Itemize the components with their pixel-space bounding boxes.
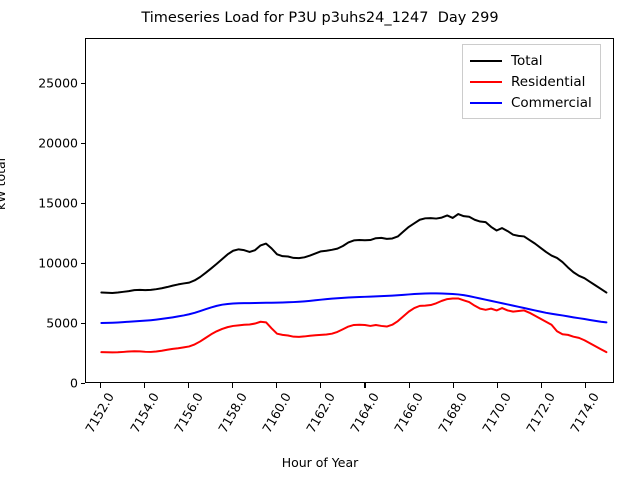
x-tick-mark	[452, 383, 454, 388]
y-tick-mark	[80, 82, 85, 84]
x-tick-mark	[364, 383, 366, 388]
legend-item-commercial[interactable]: Commercial	[470, 92, 592, 113]
legend-swatch-total	[470, 59, 502, 62]
y-tick-mark	[80, 202, 85, 204]
legend-label: Residential	[511, 73, 586, 90]
legend-swatch-residential	[470, 80, 502, 83]
x-tick-mark	[232, 383, 234, 388]
y-tick-mark	[80, 382, 85, 384]
y-tick-label: 10000	[38, 255, 78, 271]
x-tick-mark	[496, 383, 498, 388]
y-tick-label: 0	[70, 375, 78, 391]
x-tick-mark	[320, 383, 322, 388]
x-tick-mark	[276, 383, 278, 388]
series-line-total	[100, 213, 608, 294]
legend-swatch-commercial	[470, 101, 502, 104]
legend-label: Commercial	[511, 94, 592, 111]
chart-title: Timeseries Load for P3U p3uhs24_1247 Day…	[141, 10, 499, 26]
y-tick-label: 20000	[38, 135, 78, 151]
legend-item-residential[interactable]: Residential	[470, 71, 592, 92]
y-tick-mark	[80, 142, 85, 144]
legend-label: Total	[511, 52, 543, 69]
y-tick-mark	[80, 262, 85, 264]
y-tick-mark	[80, 322, 85, 324]
x-tick-mark	[144, 383, 146, 388]
x-tick-mark	[99, 383, 102, 388]
series-line-residential	[100, 297, 608, 354]
x-tick-mark	[540, 383, 542, 388]
y-tick-label: 15000	[38, 195, 78, 211]
legend-item-total[interactable]: Total	[470, 50, 592, 71]
x-tick-mark	[408, 383, 410, 388]
series-line-commercial	[100, 292, 608, 324]
series-lines	[100, 213, 608, 354]
y-tick-label: 25000	[38, 75, 78, 91]
x-axis-label: Hour of Year	[281, 455, 359, 470]
x-tick-mark	[584, 383, 586, 388]
x-tick-mark	[188, 383, 190, 388]
legend: Total Residential Commercial	[462, 44, 601, 119]
y-tick-label: 5000	[46, 315, 78, 331]
